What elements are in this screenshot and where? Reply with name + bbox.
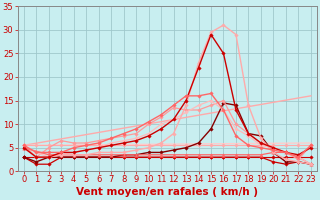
X-axis label: Vent moyen/en rafales ( km/h ): Vent moyen/en rafales ( km/h ) (76, 187, 258, 197)
